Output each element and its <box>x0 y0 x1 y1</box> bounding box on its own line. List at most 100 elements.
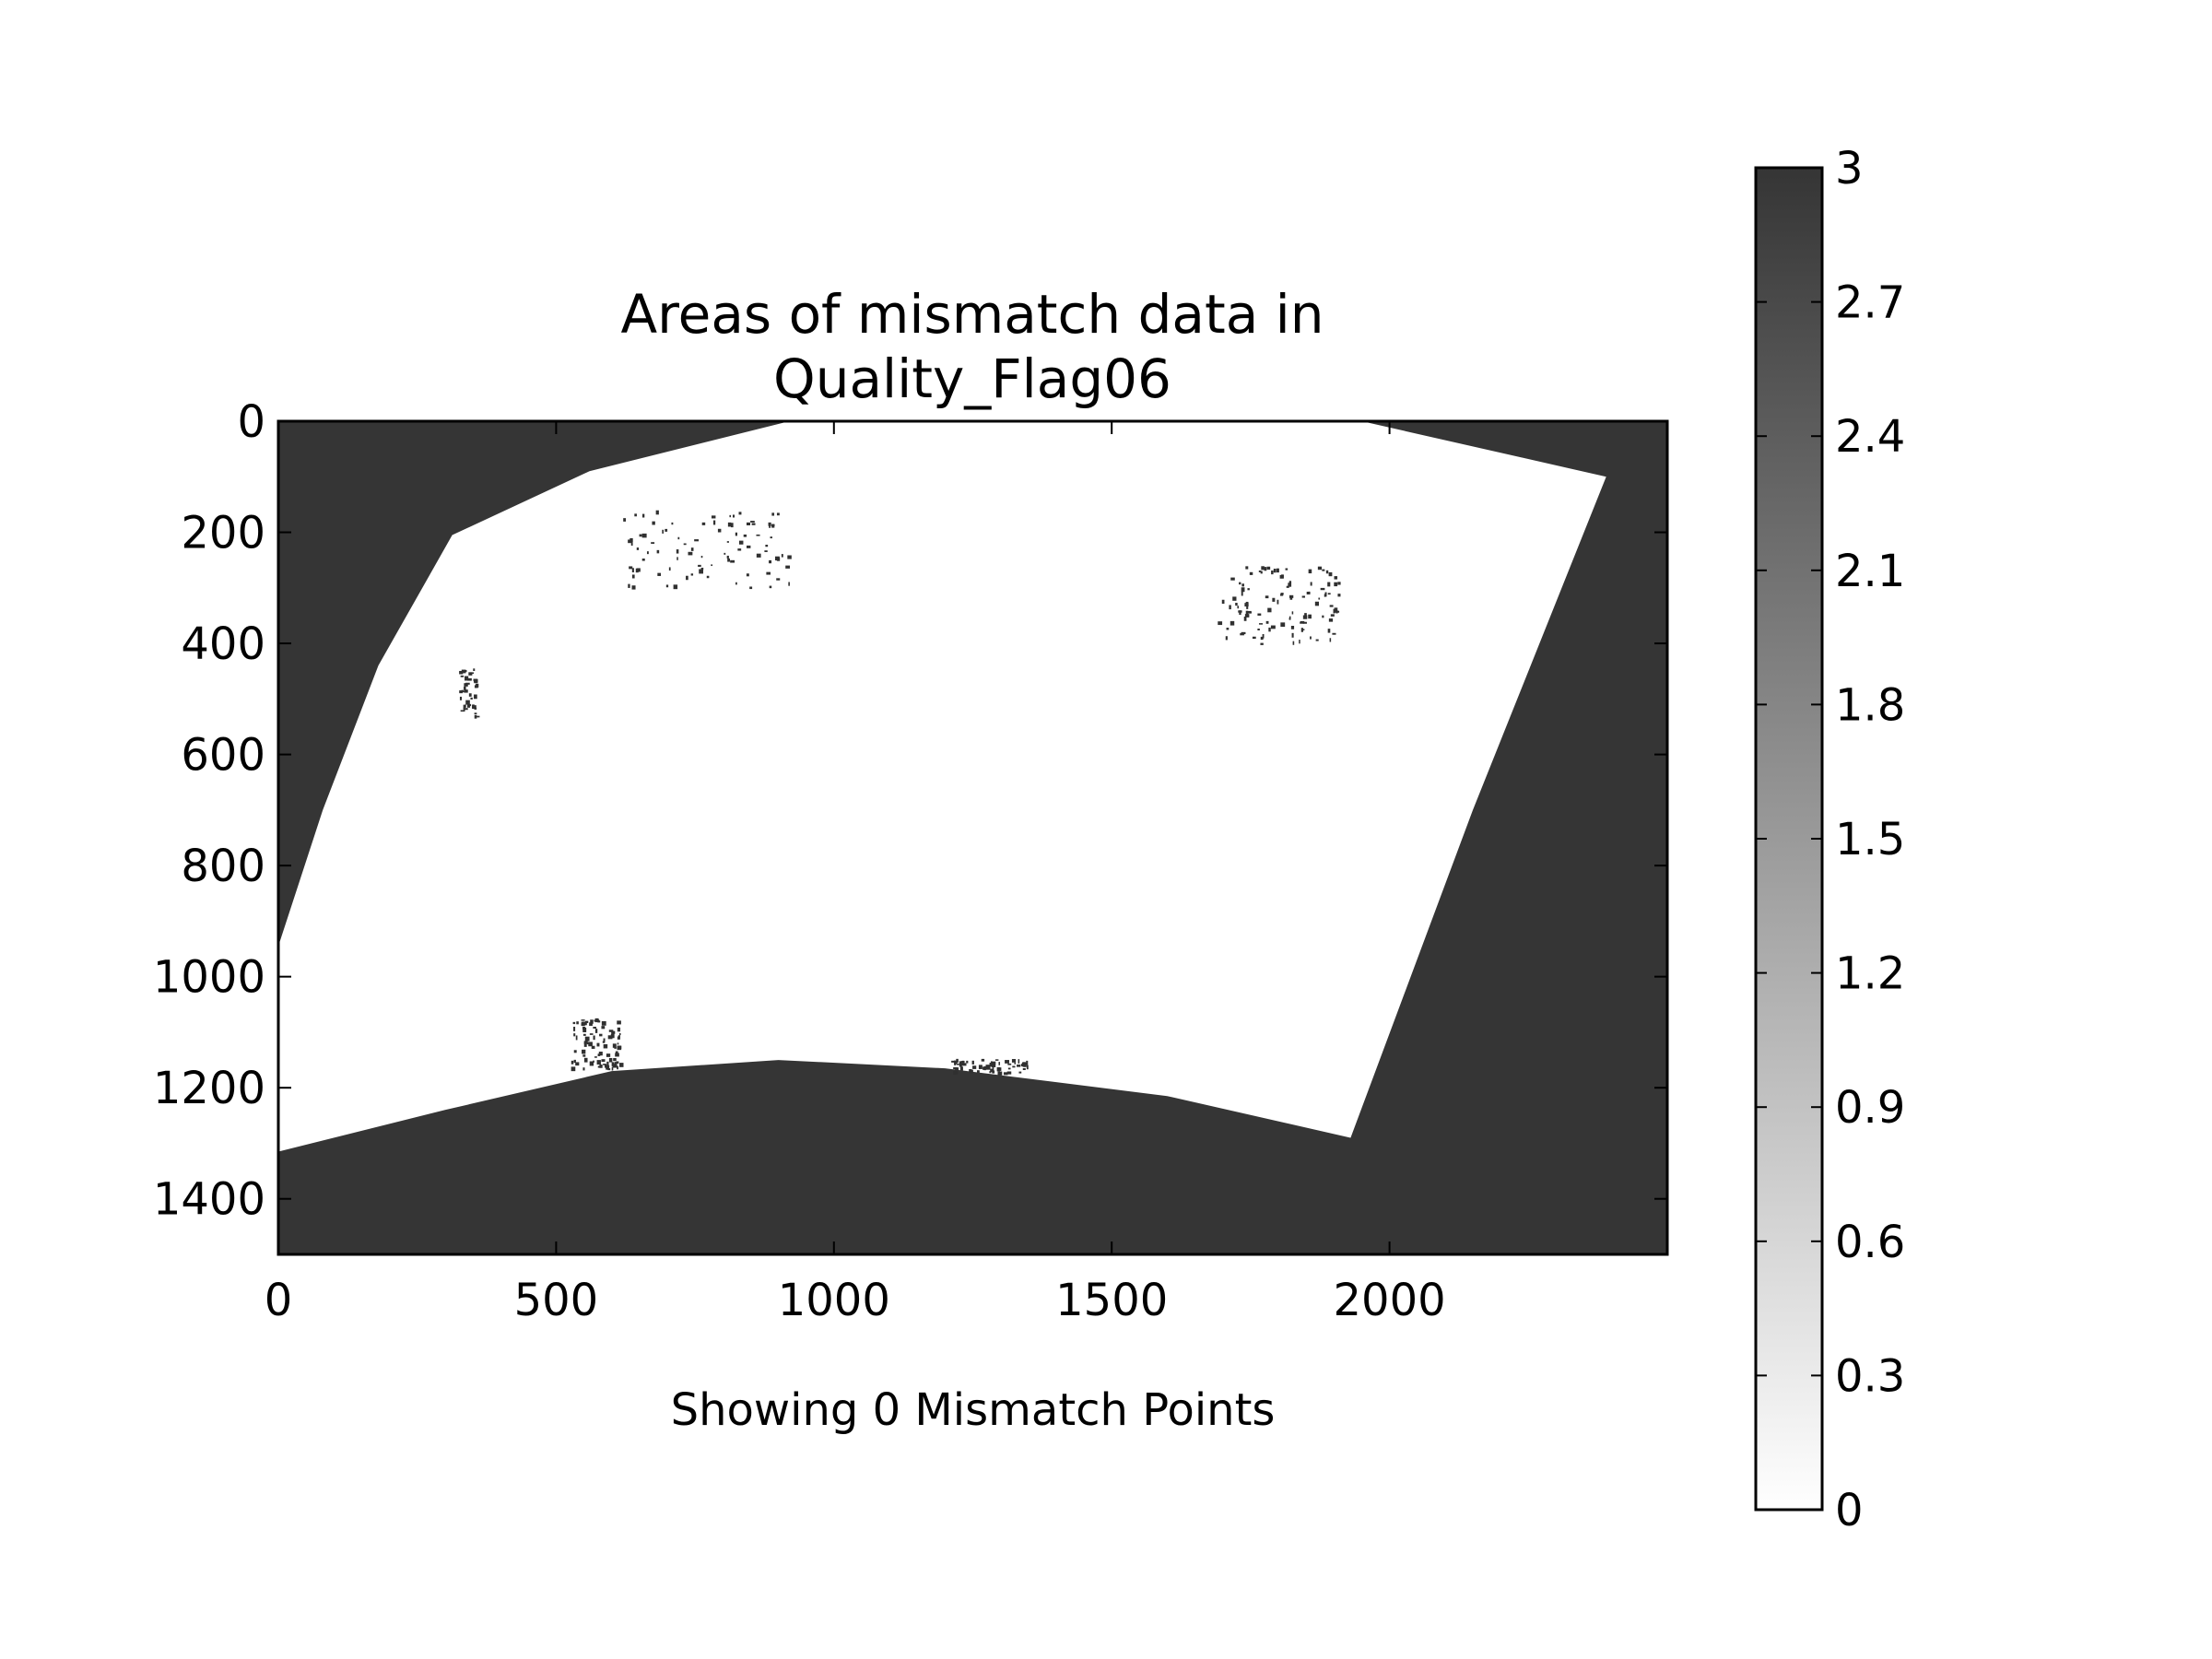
mismatch-pixel <box>1320 587 1325 591</box>
mismatch-pixel <box>1292 641 1295 645</box>
colorbar-tick-label: 1.5 <box>1835 814 1905 865</box>
mismatch-pixel <box>572 1021 576 1025</box>
mismatch-pixel <box>1258 571 1262 572</box>
y-tick-label: 400 <box>181 618 265 670</box>
mismatch-pixel <box>657 572 662 576</box>
mismatch-pixel <box>1308 569 1312 574</box>
mismatch-pixel <box>977 1070 980 1073</box>
mismatch-pixel <box>1229 605 1231 610</box>
mismatch-pixel <box>634 513 637 517</box>
mismatch-pixel <box>1007 1063 1012 1065</box>
mismatch-pixel <box>788 582 790 586</box>
mismatch-pixel <box>766 571 771 575</box>
mismatch-pixel <box>1308 614 1312 619</box>
mismatch-pixel <box>686 575 688 581</box>
mismatch-pixel <box>699 569 704 574</box>
mismatch-pixel <box>459 690 463 694</box>
mismatch-pixel <box>1241 583 1244 587</box>
mismatch-pixel <box>1290 625 1295 629</box>
mismatch-pixel <box>953 1070 958 1076</box>
mismatch-pixel <box>751 523 756 525</box>
mismatch-pixel <box>1247 588 1250 591</box>
mismatch-pixel <box>599 1065 603 1068</box>
x-tick-label: 0 <box>265 1275 293 1326</box>
mismatch-pixel <box>1246 606 1249 609</box>
mismatch-pixel <box>576 1021 579 1025</box>
colorbar-tick-label: 3 <box>1835 143 1864 194</box>
mismatch-pixel <box>770 536 772 539</box>
mismatch-pixel <box>639 534 642 537</box>
mismatch-pixel <box>711 564 713 567</box>
mismatch-pixel <box>1006 1071 1012 1075</box>
mismatch-pixel <box>1335 610 1338 614</box>
mismatch-pixel <box>1272 597 1276 602</box>
mismatch-pixel <box>1238 610 1242 613</box>
mismatch-pixel <box>961 1063 967 1066</box>
mismatch-pixel <box>701 522 706 525</box>
mismatch-pixel <box>655 510 659 515</box>
axes: 0 500 1000 1500 2000 0 200 400 600 800 1000 1200 140… <box>153 396 1667 1326</box>
mismatch-pixel <box>959 1066 963 1071</box>
mismatch-pixel <box>764 550 768 552</box>
mismatch-pixel <box>631 585 636 590</box>
mismatch-pixel <box>738 512 742 515</box>
mismatch-pixel <box>606 1061 609 1066</box>
y-tick-label: 0 <box>237 396 265 448</box>
mismatch-pixel <box>668 567 671 571</box>
mismatch-pixel <box>982 1066 985 1070</box>
mismatch-pixel <box>602 1041 606 1043</box>
mismatch-pixel <box>1240 632 1244 636</box>
chart-title-line-2: Quality_Flag06 <box>773 347 1171 410</box>
mismatch-pixel <box>954 1064 957 1065</box>
mismatch-pixel <box>1334 582 1338 587</box>
mismatch-pixel <box>1310 636 1312 640</box>
mismatch-pixel <box>601 1021 606 1026</box>
mismatch-pixel <box>601 1026 606 1030</box>
mismatch-pixel <box>589 1061 594 1066</box>
mismatch-pixel <box>594 1056 597 1058</box>
mismatch-pixel <box>665 584 669 588</box>
mismatch-pixel <box>652 521 655 525</box>
mismatch-pixel <box>1301 595 1306 598</box>
mismatch-pixel <box>1332 632 1336 635</box>
mismatch-pixel <box>774 556 780 561</box>
mismatch-pixel <box>1329 638 1332 642</box>
mismatch-pixel <box>1260 571 1263 574</box>
mismatch-pixel <box>464 689 468 693</box>
mismatch-pixel <box>1285 568 1288 571</box>
mismatch-pixel <box>966 1060 969 1064</box>
mismatch-pixel <box>1270 625 1276 629</box>
mismatch-pixel <box>1235 602 1238 606</box>
mismatch-pixel <box>765 545 769 547</box>
mismatch-pixel <box>700 567 704 571</box>
mismatch-pixel <box>1328 618 1334 622</box>
mismatch-pixel <box>1225 636 1228 641</box>
mismatch-pixel <box>1243 617 1247 621</box>
mismatch-pixel <box>597 1065 601 1068</box>
mismatch-pixel <box>961 1060 965 1065</box>
mismatch-pixel <box>756 553 761 558</box>
mismatch-pixel <box>636 547 640 550</box>
mismatch-pixel <box>1327 582 1331 587</box>
mismatch-pixel <box>1230 620 1235 626</box>
mismatch-pixel <box>956 1058 959 1063</box>
mismatch-pixel <box>617 1042 619 1045</box>
mismatch-pixel <box>603 1044 608 1049</box>
mismatch-pixel <box>628 539 633 544</box>
mismatch-pixel <box>465 676 469 681</box>
mismatch-pixel <box>641 513 645 518</box>
mismatch-pixel <box>1005 1060 1010 1064</box>
mismatch-pixel <box>726 541 729 543</box>
mismatch-pixel <box>1241 587 1245 593</box>
mismatch-pixel <box>1252 636 1256 640</box>
mismatch-pixel <box>475 715 480 718</box>
mismatch-pixel <box>1026 1065 1029 1070</box>
mismatch-pixel <box>474 685 478 688</box>
mismatch-pixel <box>589 1022 593 1027</box>
mismatch-pixel <box>1329 605 1334 607</box>
mismatch-pixel <box>459 696 463 700</box>
mismatch-pixel <box>985 1066 991 1070</box>
mismatch-pixel <box>1334 576 1338 580</box>
mismatch-pixel <box>1337 594 1341 597</box>
